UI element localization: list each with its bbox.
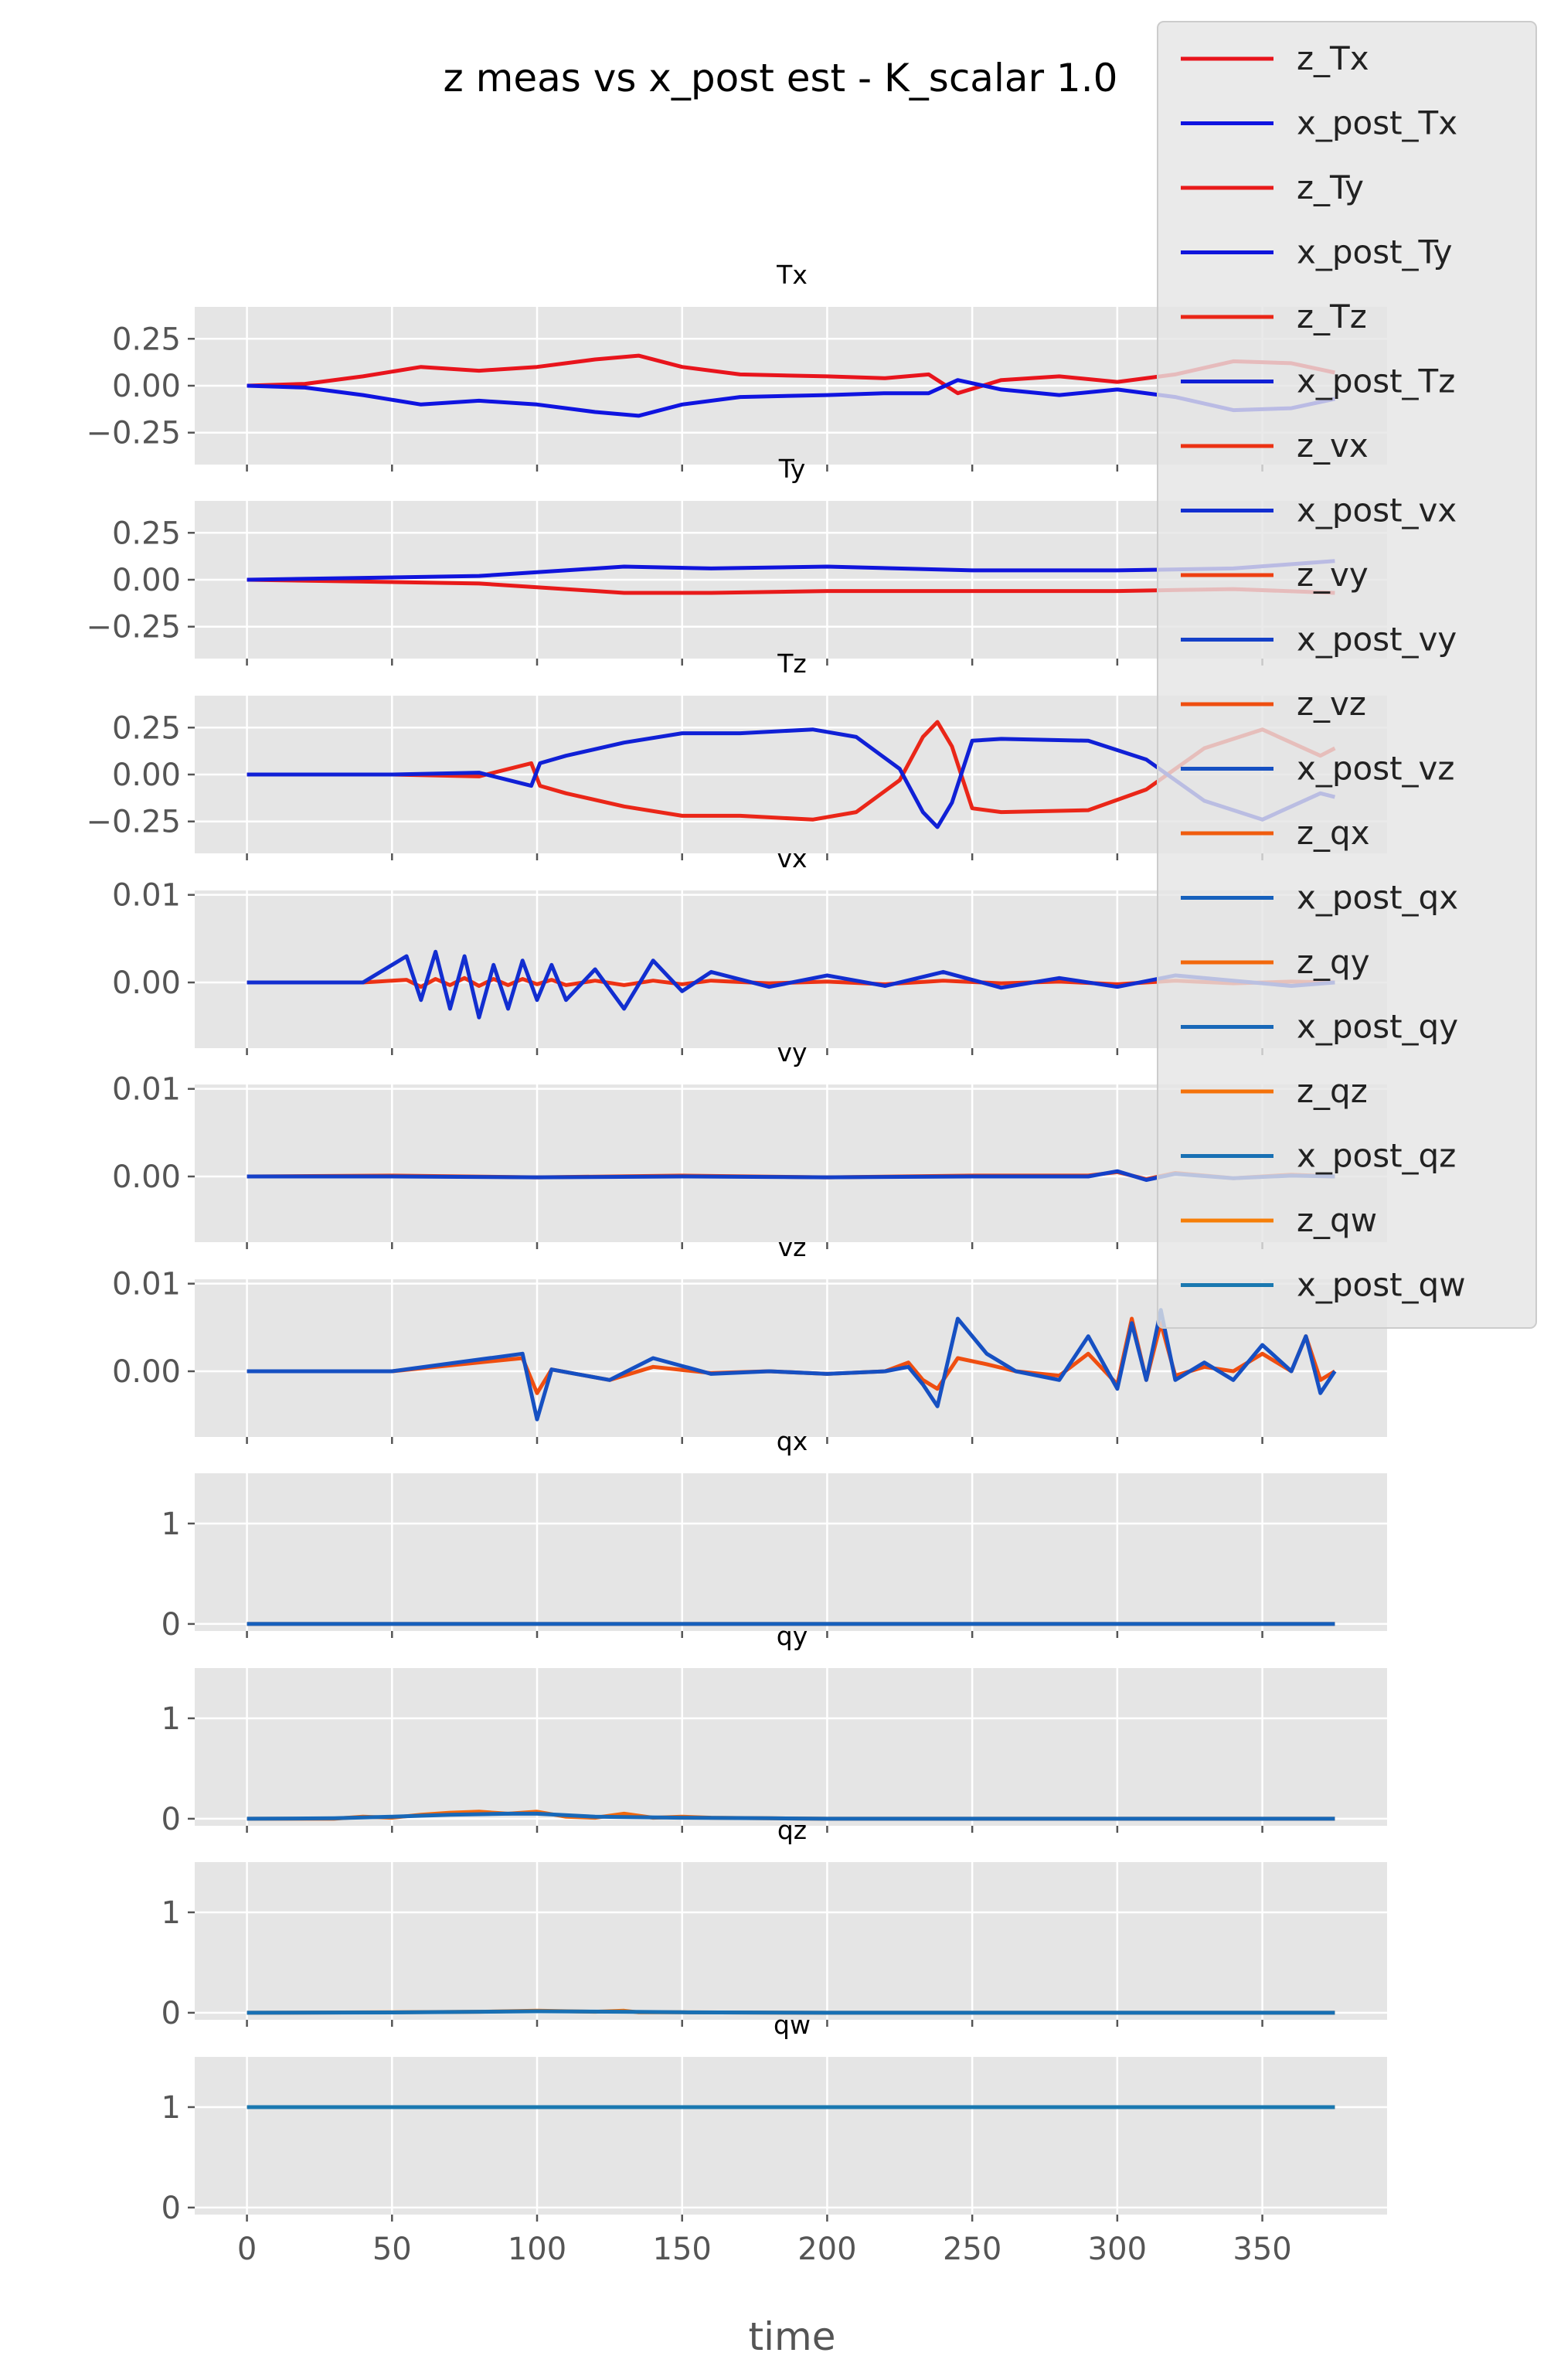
legend-box [1157, 21, 1537, 1329]
legend-entry: x_post_vy [1297, 621, 1457, 659]
subplot-qz: 1 0 qz [162, 1815, 1387, 2031]
legend-entry: x_post_Tz [1297, 363, 1455, 400]
y-tick-label: 0 [162, 2191, 181, 2226]
x-tick-label: 200 [797, 2232, 856, 2267]
y-tick-label: 0 [162, 1802, 181, 1837]
x-tick-label: 0 [237, 2232, 257, 2267]
subplot-qw: 1 0 qw 0 50 100 150 200 250 300 350 [162, 2010, 1387, 2267]
legend-entry: z_Ty [1297, 169, 1364, 206]
plot-area [195, 2057, 1387, 2215]
legend: z_Tx x_post_Tx z_Ty x_post_Ty z_Tz x_post_Tzz… [1157, 21, 1537, 1329]
x-tick-label: 150 [653, 2232, 712, 2267]
plot-area [195, 1668, 1387, 1826]
legend-entry: x_post_vz [1297, 750, 1454, 788]
series-line-x_post_vx [247, 949, 1335, 1020]
chart-title: z meas vs x_post est - K_scalar 1.0 [444, 56, 1118, 100]
y-tick-label: 0.00 [112, 369, 181, 404]
legend-entry: z_qw [1297, 1201, 1377, 1239]
subplot-title: Tz [777, 649, 806, 679]
subplot-title: qy [777, 1621, 808, 1651]
series-line-x_post_qy [247, 1811, 1335, 1821]
legend-entry: z_vy [1297, 556, 1369, 594]
y-tick-label: 1 [162, 1895, 181, 1931]
y-tick-label: 0.25 [112, 710, 181, 746]
legend-entry: z_Tx [1297, 39, 1369, 77]
y-tick-label: 0.01 [112, 1267, 181, 1302]
y-tick-label: 0.25 [112, 322, 181, 357]
x-tick-label: 300 [1088, 2232, 1147, 2267]
legend-entry: z_qy [1297, 943, 1370, 981]
x-axis-label: time [749, 2314, 836, 2359]
legend-entry: x_post_vx [1297, 492, 1457, 529]
y-tick-label: 1 [162, 1507, 181, 1542]
x-tick-label: 350 [1233, 2232, 1291, 2267]
y-tick-label: 0.25 [112, 516, 181, 551]
y-tick-label: 0.00 [112, 965, 181, 1001]
y-tick-label: −0.25 [86, 416, 181, 451]
legend-entry: x_post_Ty [1297, 233, 1453, 271]
legend-entry: x_post_qz [1297, 1137, 1456, 1175]
legend-entry: z_qx [1297, 814, 1370, 852]
y-tick-label: 0.00 [112, 563, 181, 598]
y-tick-label: 1 [162, 2090, 181, 2126]
x-tick-label: 250 [943, 2232, 1001, 2267]
series-line-z_Ty [247, 577, 1335, 595]
x-tick-label: 100 [508, 2232, 566, 2267]
series-line-x_post_vz [247, 1308, 1337, 1422]
subplot-title: Tx [776, 260, 808, 290]
y-tick-label: 0.01 [112, 878, 181, 914]
legend-entry: x_post_Tx [1297, 104, 1457, 142]
y-tick-label: 0.01 [112, 1072, 181, 1108]
legend-entry: z_qz [1297, 1072, 1368, 1110]
series-line-z_Tx [247, 353, 1335, 396]
x-tick-label: 50 [372, 2232, 412, 2267]
subplot-title: Ty [778, 454, 806, 484]
plot-area [195, 1862, 1387, 2020]
y-tick-label: −0.25 [86, 805, 181, 840]
legend-entry: z_Tz [1297, 298, 1367, 335]
subplot-title: qz [777, 1815, 807, 1845]
subplot-title: vx [777, 843, 807, 873]
subplot-qy: 1 0 qy [162, 1621, 1387, 1837]
series-line-x_post_qz [247, 2009, 1335, 2015]
y-tick-label: 0.00 [112, 1159, 181, 1195]
legend-entry: x_post_qx [1297, 879, 1458, 917]
y-tick-label: 0.00 [112, 758, 181, 793]
legend-entry: x_post_qy [1297, 1008, 1458, 1046]
subplot-title: qx [777, 1426, 808, 1456]
subplot-title: vz [778, 1232, 807, 1262]
series-line-z_vx [247, 975, 1335, 989]
subplot-qx: 1 0 qx [162, 1426, 1387, 1643]
y-tick-label: −0.25 [86, 610, 181, 645]
legend-entry: z_vx [1297, 427, 1369, 465]
y-tick-label: 1 [162, 1701, 181, 1737]
subplot-title: qw [774, 2010, 811, 2040]
plot-area [195, 1473, 1387, 1631]
series-line-x_post_Tx [247, 378, 1335, 418]
y-tick-label: 0 [162, 1996, 181, 2031]
y-tick-label: 0 [162, 1607, 181, 1643]
subplot-title: vy [777, 1037, 807, 1067]
series-line-x_post_Ty [247, 559, 1335, 582]
legend-entry: x_post_qw [1297, 1266, 1466, 1304]
legend-entry: z_vz [1297, 685, 1366, 723]
y-tick-label: 0.00 [112, 1354, 181, 1390]
